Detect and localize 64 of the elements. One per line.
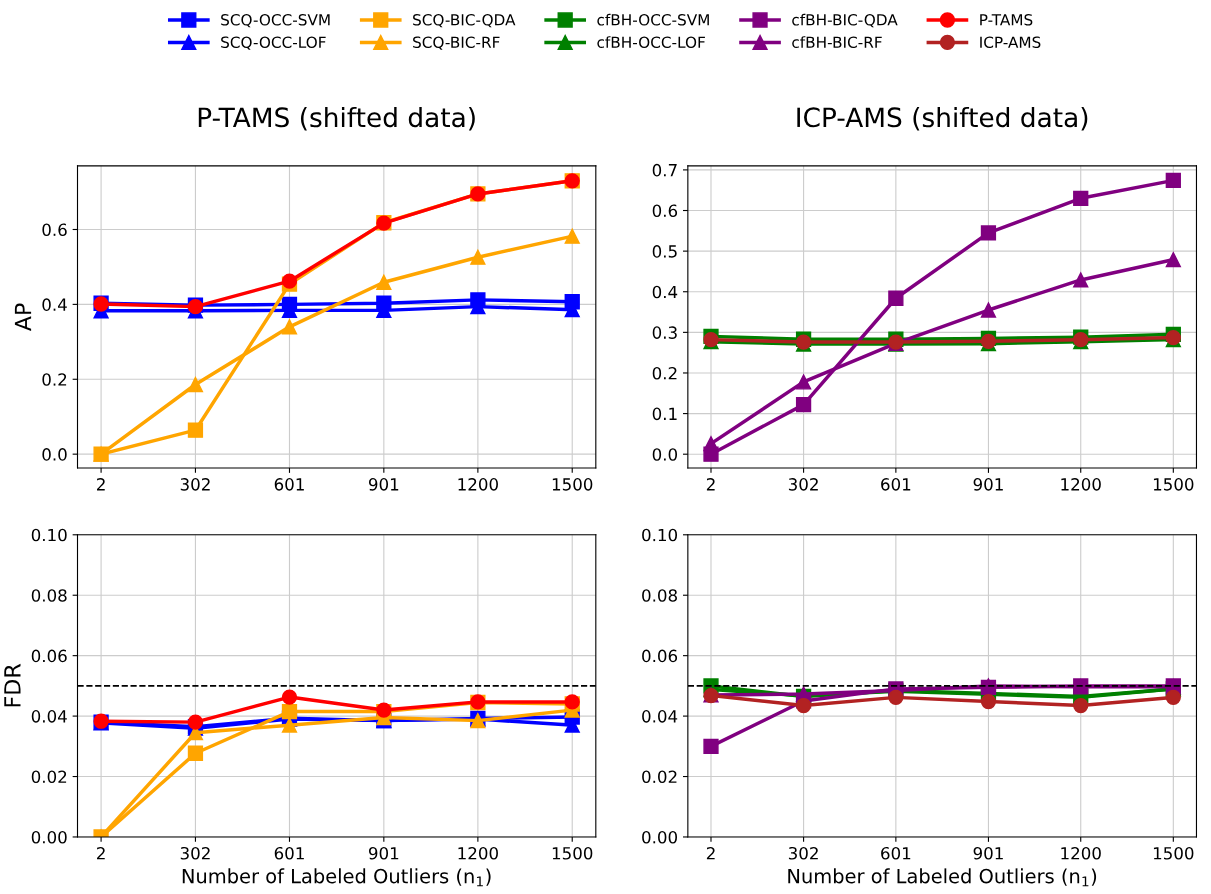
x-tick-label: 1200 [458, 846, 498, 860]
legend-label: cfBH-OCC-SVM [597, 13, 709, 26]
legend-label: cfBH-BIC-RF [792, 36, 882, 48]
y-tick-label: 0.0 [652, 448, 678, 461]
x-tick-label: 302 [180, 478, 210, 491]
y-tick-label: 0.2 [652, 366, 677, 380]
y-tick-label: 0.4 [42, 298, 67, 311]
y-tick-label: 0.0 [42, 448, 67, 461]
x-tick-label: 2 [97, 478, 105, 491]
x-tick-label: 901 [973, 478, 1003, 491]
y-tick-label: 0.04 [642, 710, 678, 723]
x-tick-label: 601 [274, 478, 304, 491]
y-tick-label: 0.7 [652, 163, 677, 177]
x-tick-label: 302 [788, 846, 818, 860]
x-tick-label: 1500 [552, 846, 593, 860]
y-tick-label: 0.02 [642, 770, 677, 784]
x-axis-title: Number of Labeled Outliers (n$_{1}$) [182, 868, 491, 887]
x-tick-label: 1500 [1153, 846, 1194, 860]
y-tick-label: 0.08 [642, 589, 677, 602]
legend-label: SCQ-OCC-LOF [221, 36, 326, 50]
y-tick-label: 0.4 [652, 285, 678, 299]
x-tick-label: 1200 [1061, 478, 1101, 491]
x-tick-label: 901 [368, 846, 399, 860]
x-tick-label: 1200 [458, 478, 498, 491]
y-tick-label: 0.6 [652, 204, 678, 218]
x-tick-label: 302 [180, 846, 210, 860]
x-tick-label: 601 [274, 846, 304, 860]
legend-label: cfBH-BIC-QDA [792, 13, 898, 28]
y-tick-label: 0.00 [31, 830, 67, 844]
y-tick-label: 0.1 [652, 407, 677, 421]
y-axis-title: FDR [4, 663, 21, 707]
x-tick-label: 901 [973, 846, 1003, 860]
x-tick-label: 1500 [1153, 478, 1194, 491]
x-tick-label: 601 [881, 478, 911, 491]
y-tick-label: 0.6 [42, 223, 67, 237]
y-tick-label: 0.10 [642, 528, 678, 542]
x-axis-title: Number of Labeled Outliers (n$_{1}$) [788, 868, 1097, 887]
y-tick-label: 0.5 [652, 245, 677, 258]
y-tick-label: 0.3 [652, 326, 677, 339]
x-tick-label: 2 [706, 846, 715, 860]
legend-label: ICP-AMS [980, 36, 1041, 48]
y-tick-label: 0.06 [31, 649, 67, 663]
legend-label: SCQ-OCC-SVM [221, 14, 330, 28]
legend-label: SCQ-BIC-QDA [413, 14, 516, 28]
y-tick-label: 0.02 [31, 770, 67, 784]
chart-title: P-TAMS (shifted data) [198, 106, 475, 131]
y-axis-title: AP [14, 303, 32, 332]
y-tick-label: 0.04 [31, 710, 67, 723]
y-tick-label: 0.06 [642, 649, 678, 663]
y-tick-label: 0.00 [642, 830, 678, 844]
x-tick-label: 2 [97, 846, 105, 860]
x-tick-label: 1500 [552, 478, 593, 491]
y-tick-label: 0.2 [42, 373, 67, 386]
chart-title: ICP-AMS (shifted data) [797, 106, 1088, 131]
x-tick-label: 601 [881, 846, 911, 860]
x-tick-label: 1200 [1061, 846, 1101, 860]
legend-label: P-TAMS [980, 14, 1033, 26]
x-tick-label: 901 [368, 478, 399, 491]
y-tick-label: 0.08 [31, 589, 67, 602]
legend-label: SCQ-BIC-RF [413, 36, 500, 50]
y-tick-label: 0.10 [31, 528, 67, 542]
x-tick-label: 2 [706, 478, 715, 491]
x-tick-label: 302 [788, 478, 818, 491]
legend-label: cfBH-OCC-LOF [597, 36, 705, 48]
